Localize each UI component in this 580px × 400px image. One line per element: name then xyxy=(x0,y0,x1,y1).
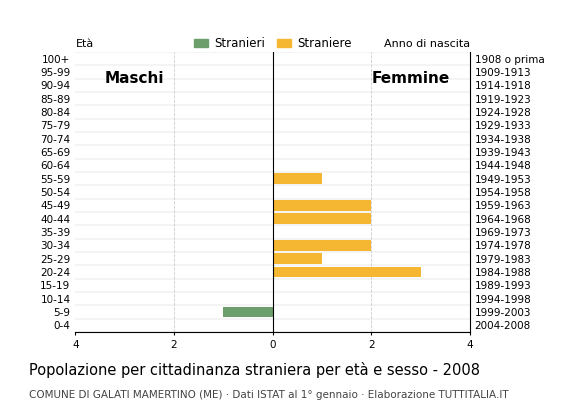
Bar xyxy=(273,253,322,264)
Text: Anno di nascita: Anno di nascita xyxy=(384,39,470,49)
Text: Maschi: Maschi xyxy=(105,71,164,86)
Text: Età: Età xyxy=(75,39,93,49)
Text: COMUNE DI GALATI MAMERTINO (ME) · Dati ISTAT al 1° gennaio · Elaborazione TUTTIT: COMUNE DI GALATI MAMERTINO (ME) · Dati I… xyxy=(29,390,509,400)
Bar xyxy=(273,173,322,184)
Bar xyxy=(273,267,420,277)
Bar xyxy=(273,240,371,251)
Bar xyxy=(223,307,273,317)
Text: Femmine: Femmine xyxy=(372,71,450,86)
Bar xyxy=(273,213,371,224)
Bar xyxy=(273,200,371,211)
Legend: Stranieri, Straniere: Stranieri, Straniere xyxy=(189,33,356,55)
Text: Popolazione per cittadinanza straniera per età e sesso - 2008: Popolazione per cittadinanza straniera p… xyxy=(29,362,480,378)
